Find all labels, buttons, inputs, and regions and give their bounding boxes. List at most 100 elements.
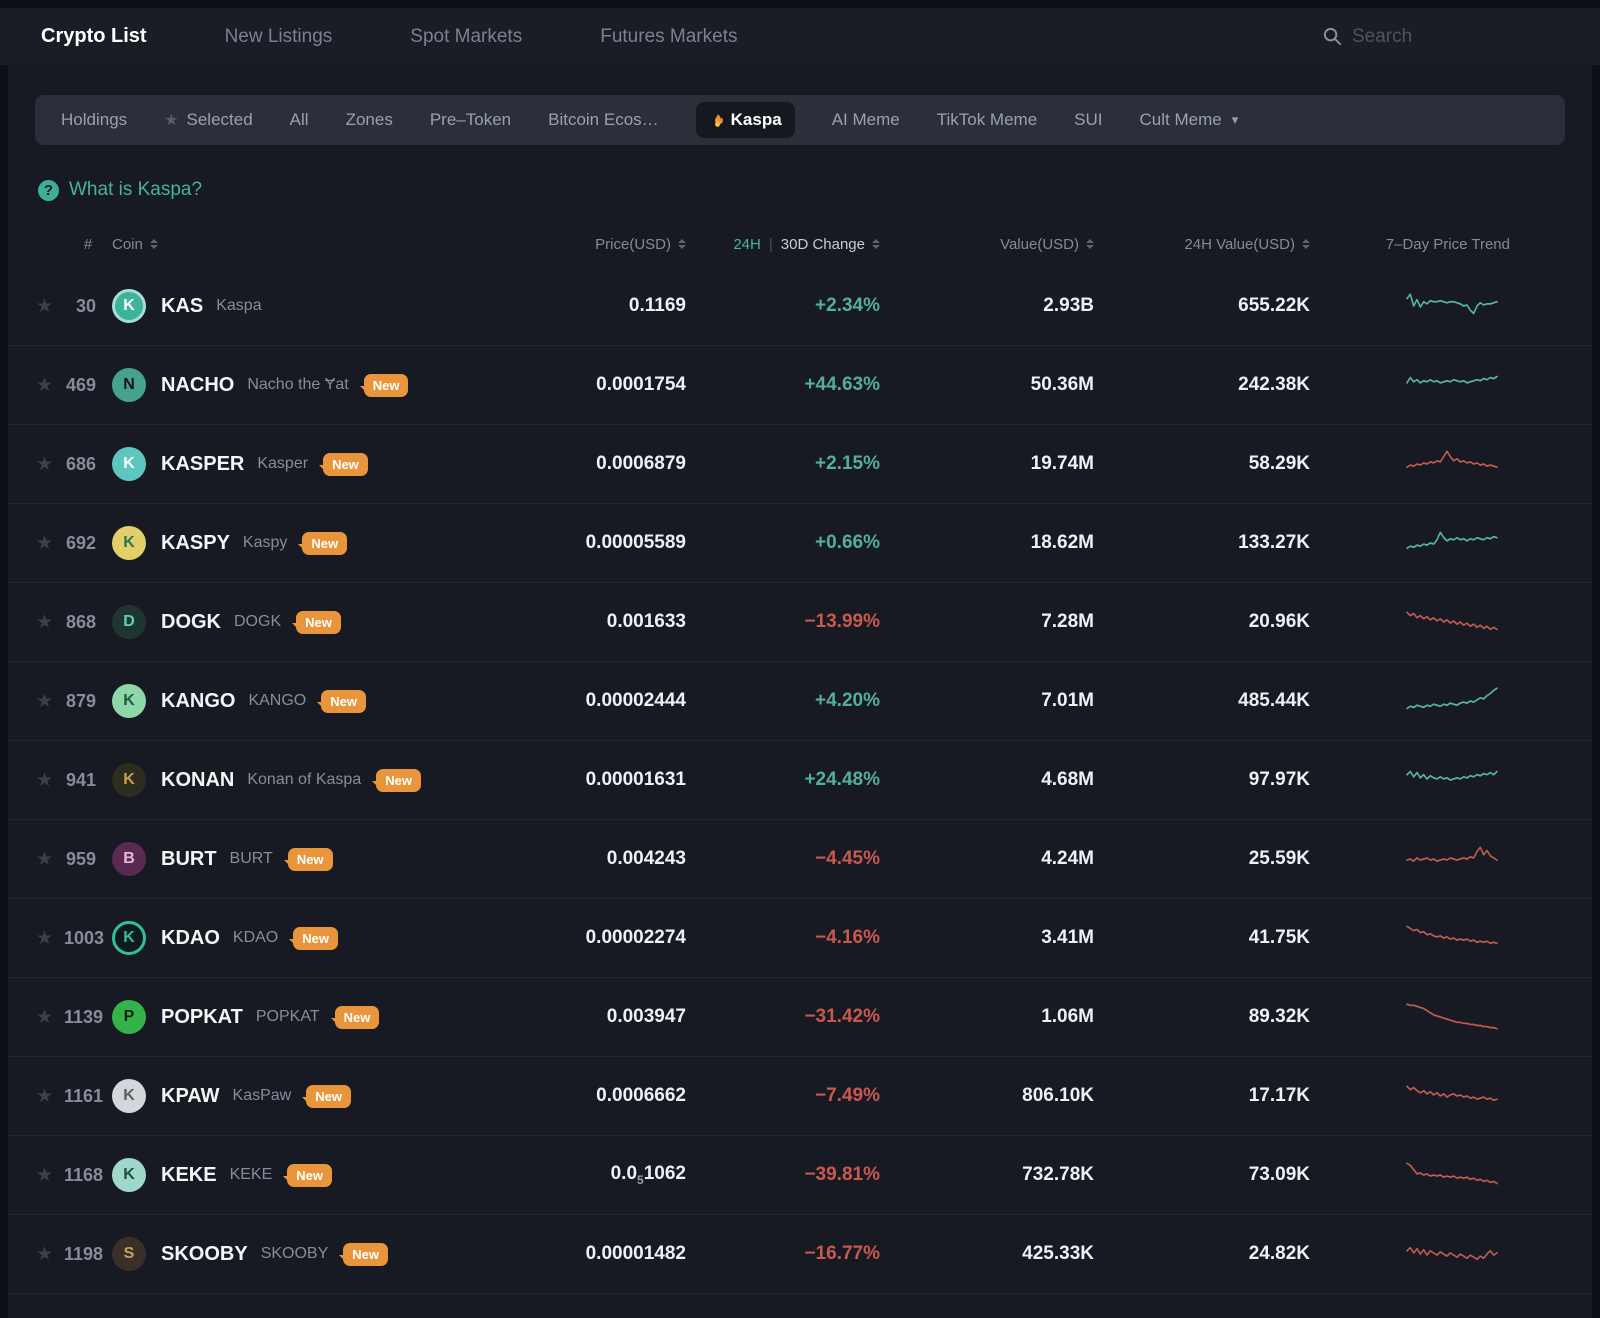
favorite-star-icon[interactable]: ★ (36, 532, 54, 554)
coin-logo: K (112, 684, 146, 718)
filter-zones[interactable]: Zones (345, 110, 393, 129)
coin-cell[interactable]: K KEKE KEKE New (112, 1158, 506, 1192)
coin-name: Kaspy (242, 534, 288, 551)
value-usd: 7.28M (1041, 611, 1094, 632)
coin-symbol: KONAN (161, 768, 235, 791)
col-value[interactable]: Value(USD) (880, 236, 1094, 253)
nav-new-listings[interactable]: New Listings (224, 25, 333, 47)
favorite-star-icon[interactable]: ★ (36, 1243, 54, 1265)
change-30d-toggle[interactable]: 30D Change (780, 235, 865, 253)
table-row[interactable]: ★ 1139 P POPKAT POPKAT New 0.003947 −31.… (8, 978, 1592, 1057)
coin-cell[interactable]: S SKOOBY SKOOBY New (112, 1237, 506, 1271)
coin-symbol: DOGK (161, 610, 221, 633)
value-usd: 3.41M (1041, 927, 1094, 948)
col-change[interactable]: 24H | 30D Change (686, 236, 880, 253)
table-row[interactable]: ★ 879 K KANGO KANGO New 0.00002444 +4.20… (8, 662, 1592, 741)
favorite-star-icon[interactable]: ★ (36, 769, 54, 791)
coin-cell[interactable]: K KASPY Kaspy New (112, 526, 506, 560)
value-usd: 4.68M (1041, 769, 1094, 790)
coin-name: Nacho the Ɏat (247, 376, 349, 393)
table-row[interactable]: ★ 868 D DOGK DOGK New 0.001633 −13.99% 7… (8, 583, 1592, 662)
filter-selected[interactable]: ★ Selected (164, 110, 253, 129)
table-row[interactable]: ★ 1198 S SKOOBY SKOOBY New 0.00001482 −1… (8, 1215, 1592, 1294)
filter-cult-meme[interactable]: Cult Meme ▾ (1139, 110, 1239, 129)
filter-holdings[interactable]: Holdings (61, 110, 128, 129)
change-24h-toggle[interactable]: 24H (733, 235, 761, 253)
nav-spot-markets[interactable]: Spot Markets (410, 25, 523, 47)
value-24h-usd: 24.82K (1248, 1243, 1310, 1264)
new-badge: New (339, 1242, 388, 1266)
table-row[interactable]: ★ 692 K KASPY Kaspy New 0.00005589 +0.66… (8, 504, 1592, 583)
coin-symbol: KAS (161, 294, 204, 317)
change-percent: −7.49% (815, 1085, 880, 1106)
table-row[interactable]: ★ 30 K KAS Kaspa 0.1169 +2.34% 2.93B 655… (8, 267, 1592, 346)
price-usd: 0.0006879 (596, 453, 686, 474)
filter-tiktok-meme[interactable]: TikTok Meme (936, 110, 1038, 129)
filter-sui[interactable]: SUI (1074, 110, 1103, 129)
favorite-star-icon[interactable]: ★ (36, 848, 54, 870)
coin-cell[interactable]: K KASPER Kasper New (112, 447, 506, 481)
coin-cell[interactable]: K KANGO KANGO New (112, 684, 506, 718)
col-trend: 7–Day Price Trend (1385, 235, 1510, 253)
table-row[interactable]: ★ 1161 K KPAW KasPaw New 0.0006662 −7.49… (8, 1057, 1592, 1136)
coin-cell[interactable]: K KONAN Konan of Kaspa New (112, 763, 506, 797)
favorite-star-icon[interactable]: ★ (36, 453, 54, 475)
coin-cell[interactable]: P POPKAT POPKAT New (112, 1000, 506, 1034)
change-percent: +24.48% (804, 769, 880, 790)
question-icon: ? (38, 179, 59, 201)
trend-cell (1310, 1237, 1510, 1271)
coin-cell[interactable]: B BURT BURT New (112, 842, 506, 876)
new-badge: New (298, 531, 348, 555)
coin-cell[interactable]: K KDAO KDAO New (112, 921, 506, 955)
coin-symbol: POPKAT (161, 1005, 243, 1028)
nav-futures-markets[interactable]: Futures Markets (600, 25, 738, 47)
star-icon: ★ (164, 112, 179, 129)
table-row[interactable]: ★ 686 K KASPER Kasper New 0.0006879 +2.1… (8, 425, 1592, 504)
coin-cell[interactable]: N NACHO Nacho the Ɏat New (112, 368, 506, 402)
coin-rank: 879 (65, 690, 96, 711)
coin-rank: 868 (65, 611, 96, 632)
change-percent: −4.45% (815, 848, 880, 869)
favorite-star-icon[interactable]: ★ (36, 927, 54, 949)
search-input[interactable] (1352, 25, 1482, 48)
new-badge: New (289, 926, 338, 950)
filter-ai-meme[interactable]: AI Meme (831, 110, 900, 129)
coin-cell[interactable]: D DOGK DOGK New (112, 605, 506, 639)
favorite-star-icon[interactable]: ★ (36, 611, 54, 633)
new-badge: New (372, 768, 421, 792)
search-box[interactable] (1322, 25, 1482, 48)
table-row[interactable]: ★ 469 N NACHO Nacho the Ɏat New 0.000175… (8, 346, 1592, 425)
table-row[interactable]: ★ 941 K KONAN Konan of Kaspa New 0.00001… (8, 741, 1592, 820)
coin-cell[interactable]: K KAS Kaspa (112, 289, 506, 323)
favorite-star-icon[interactable]: ★ (36, 295, 54, 317)
filter-kaspa-active[interactable]: Kaspa (695, 102, 795, 138)
table-row[interactable]: ★ 1168 K KEKE KEKE New 0.051062 −39.81% … (8, 1136, 1592, 1215)
trend-cell (1310, 1000, 1510, 1034)
what-is-kaspa-link[interactable]: ? What is Kaspa? (38, 179, 202, 201)
coin-rank: 941 (65, 769, 96, 790)
table-row[interactable]: ★ 1003 K KDAO KDAO New 0.00002274 −4.16%… (8, 899, 1592, 978)
filter-all[interactable]: All (289, 110, 309, 129)
favorite-star-icon[interactable]: ★ (36, 1164, 54, 1186)
coin-name: SKOOBY (260, 1245, 329, 1262)
filter-pre-token[interactable]: Pre–Token (429, 110, 512, 129)
sparkline-chart (1406, 450, 1498, 469)
change-percent: −31.42% (804, 1006, 880, 1027)
coin-rank: 686 (65, 453, 96, 474)
favorite-star-icon[interactable]: ★ (36, 1006, 54, 1028)
coin-logo: K (112, 1158, 146, 1192)
main-panel: Holdings ★ Selected All Zones Pre–Token … (8, 65, 1592, 1318)
col-price[interactable]: Price(USD) (506, 236, 686, 253)
favorite-star-icon[interactable]: ★ (36, 374, 54, 396)
coin-logo: K (112, 289, 146, 323)
coin-cell[interactable]: K KPAW KasPaw New (112, 1079, 506, 1113)
coin-symbol: KASPY (161, 531, 230, 554)
favorite-star-icon[interactable]: ★ (36, 690, 54, 712)
col-coin[interactable]: Coin (112, 236, 506, 253)
favorite-star-icon[interactable]: ★ (36, 1085, 54, 1107)
filter-bitcoin-ecosystem[interactable]: Bitcoin Ecos… (548, 110, 659, 129)
nav-crypto-list[interactable]: Crypto List (41, 25, 147, 47)
table-row[interactable]: ★ 959 B BURT BURT New 0.004243 −4.45% 4.… (8, 820, 1592, 899)
col-value24[interactable]: 24H Value(USD) (1094, 236, 1310, 253)
value-usd: 19.74M (1030, 453, 1094, 474)
